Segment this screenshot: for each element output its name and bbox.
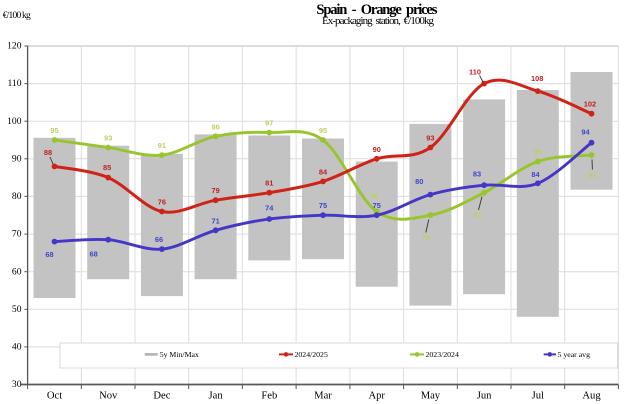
svg-text:Dec: Dec xyxy=(153,391,170,402)
svg-text:68: 68 xyxy=(89,249,97,258)
svg-text:89: 89 xyxy=(534,148,542,157)
svg-text:83: 83 xyxy=(473,170,481,179)
svg-text:Nov: Nov xyxy=(99,391,118,402)
svg-text:75: 75 xyxy=(373,201,381,210)
svg-text:91: 91 xyxy=(588,171,596,180)
svg-text:96: 96 xyxy=(211,122,219,131)
svg-text:Jul: Jul xyxy=(532,391,544,402)
svg-text:2024/2025: 2024/2025 xyxy=(295,350,328,359)
svg-text:Apr: Apr xyxy=(368,391,385,402)
svg-text:76: 76 xyxy=(370,192,378,201)
svg-text:84: 84 xyxy=(531,170,540,179)
svg-text:60: 60 xyxy=(12,266,22,277)
svg-text:81: 81 xyxy=(474,211,482,220)
svg-text:94: 94 xyxy=(581,128,590,137)
svg-text:Mar: Mar xyxy=(314,391,332,402)
svg-text:110: 110 xyxy=(469,67,481,76)
svg-text:Aug: Aug xyxy=(582,391,601,402)
svg-text:71: 71 xyxy=(211,216,219,225)
svg-text:May: May xyxy=(421,391,441,402)
svg-text:85: 85 xyxy=(103,163,111,172)
svg-text:74: 74 xyxy=(265,204,274,213)
svg-text:30: 30 xyxy=(12,379,22,390)
svg-text:Spain - Orange prices: Spain - Orange prices xyxy=(316,2,437,18)
svg-text:93: 93 xyxy=(104,134,112,143)
svg-text:95: 95 xyxy=(319,126,327,135)
svg-text:2023/2024: 2023/2024 xyxy=(426,350,459,359)
svg-text:110: 110 xyxy=(7,78,21,89)
svg-text:97: 97 xyxy=(265,119,273,128)
svg-text:80: 80 xyxy=(12,191,22,202)
svg-text:Oct: Oct xyxy=(47,391,62,402)
svg-text:Jun: Jun xyxy=(477,391,492,402)
svg-text:76: 76 xyxy=(158,198,166,207)
svg-text:90: 90 xyxy=(373,145,381,154)
svg-text:90: 90 xyxy=(12,153,22,164)
svg-text:93: 93 xyxy=(426,134,434,143)
svg-text:108: 108 xyxy=(531,74,543,83)
svg-text:€/100 kg: €/100 kg xyxy=(3,11,31,21)
svg-text:5 year avg: 5 year avg xyxy=(558,350,591,359)
svg-text:5y Min/Max: 5y Min/Max xyxy=(160,350,199,359)
svg-text:75: 75 xyxy=(422,234,430,243)
svg-text:Jan: Jan xyxy=(209,391,224,402)
svg-text:102: 102 xyxy=(584,100,596,109)
svg-text:66: 66 xyxy=(155,235,163,244)
svg-text:100: 100 xyxy=(7,116,22,127)
svg-text:84: 84 xyxy=(319,167,328,176)
svg-text:40: 40 xyxy=(12,342,22,353)
svg-text:Ex-packaging station, €/100kg: Ex-packaging station, €/100kg xyxy=(322,15,435,27)
svg-text:75: 75 xyxy=(319,201,327,210)
svg-text:81: 81 xyxy=(265,179,273,188)
svg-text:68: 68 xyxy=(45,250,53,259)
svg-text:70: 70 xyxy=(12,229,22,240)
svg-text:95: 95 xyxy=(50,126,58,135)
svg-text:88: 88 xyxy=(44,148,52,157)
svg-text:91: 91 xyxy=(158,141,166,150)
svg-text:120: 120 xyxy=(7,41,22,52)
svg-text:79: 79 xyxy=(211,186,219,195)
svg-text:50: 50 xyxy=(12,304,22,315)
svg-text:Feb: Feb xyxy=(261,391,277,402)
svg-text:80: 80 xyxy=(415,177,423,186)
